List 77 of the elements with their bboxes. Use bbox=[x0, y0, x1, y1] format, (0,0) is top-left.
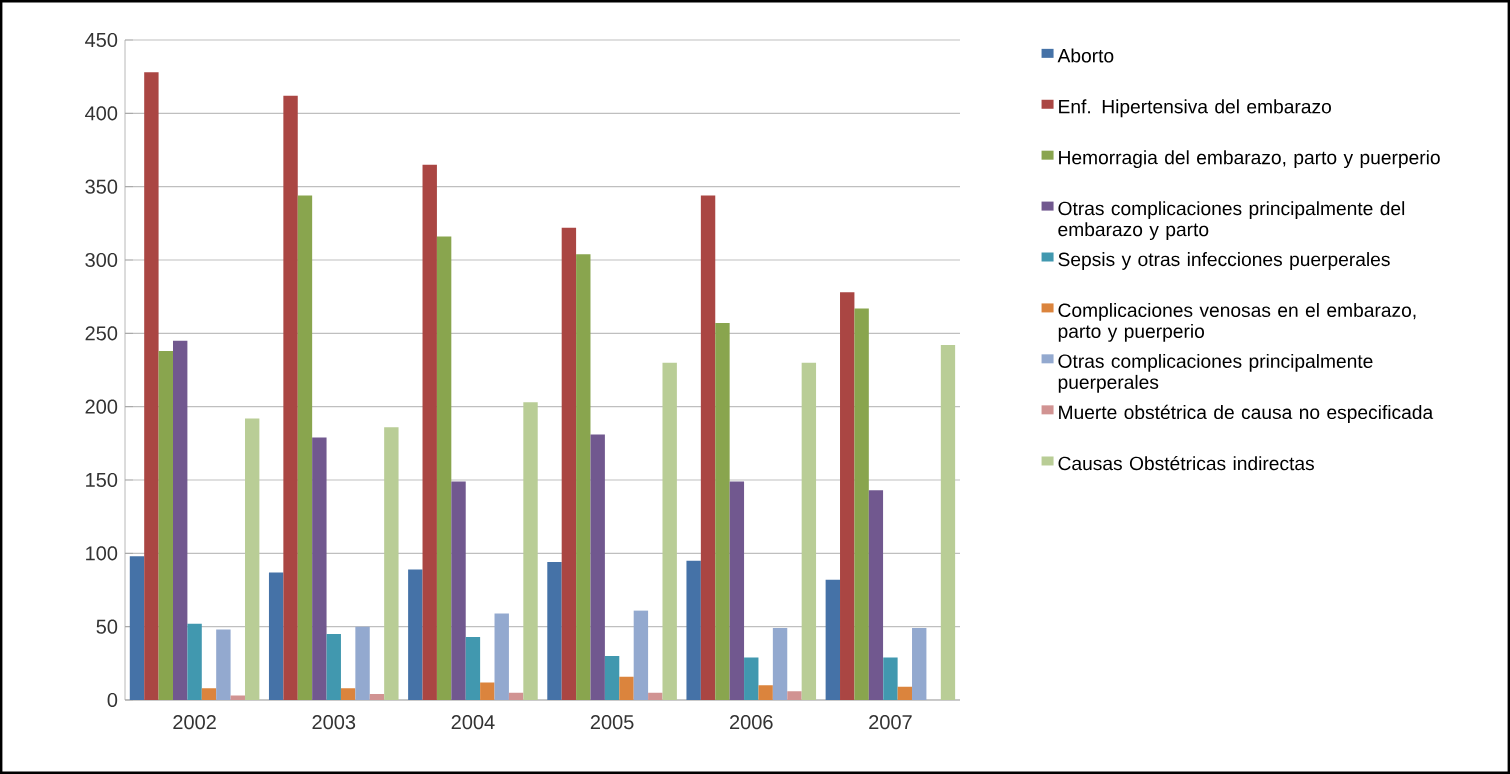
bar bbox=[355, 626, 370, 700]
legend-label: Complicaciones venosas en el embarazo, parto y puerperio bbox=[1058, 302, 1416, 342]
legend-label: Enf. Hipertensiva del embarazo bbox=[1059, 99, 1331, 118]
bar bbox=[369, 694, 385, 700]
bar bbox=[686, 560, 701, 700]
bar bbox=[729, 481, 745, 700]
y-tick-label: 150 bbox=[86, 472, 118, 488]
bar bbox=[326, 633, 341, 700]
y-tick-label: 100 bbox=[86, 546, 118, 561]
bar bbox=[840, 292, 855, 700]
x-tick-label: 2003 bbox=[312, 715, 356, 730]
legend-label: Hemorragia del embarazo, parto y puerperio bbox=[1059, 150, 1440, 169]
bar bbox=[854, 308, 869, 700]
y-tick-label: 50 bbox=[96, 619, 118, 634]
legend-label: Otras complicaciones principalmente del embarazo y parto bbox=[1058, 201, 1405, 241]
bar bbox=[940, 345, 956, 700]
bar bbox=[244, 418, 260, 700]
bar bbox=[758, 685, 773, 700]
bar bbox=[897, 686, 913, 700]
bar bbox=[787, 691, 802, 700]
bar bbox=[561, 227, 577, 700]
bar bbox=[912, 628, 927, 700]
bar bbox=[547, 562, 562, 700]
bar bbox=[715, 323, 730, 700]
bar bbox=[187, 623, 202, 700]
x-tick-label: 2006 bbox=[730, 715, 773, 730]
bar bbox=[523, 402, 538, 700]
y-tick-label: 400 bbox=[85, 106, 118, 121]
legend-label: Aborto bbox=[1057, 48, 1114, 63]
bar bbox=[868, 490, 884, 700]
bar bbox=[619, 676, 634, 700]
x-tick-label: 2004 bbox=[451, 715, 495, 730]
x-tick-label: 2005 bbox=[590, 715, 634, 730]
bar bbox=[772, 628, 788, 700]
x-tick-label: 2007 bbox=[869, 715, 912, 730]
bar bbox=[825, 579, 841, 700]
bar bbox=[648, 692, 663, 700]
bar bbox=[576, 254, 591, 700]
bar bbox=[340, 688, 356, 700]
bar bbox=[465, 636, 481, 700]
bar bbox=[451, 481, 466, 700]
bar bbox=[283, 95, 298, 700]
y-tick-label: 200 bbox=[85, 399, 118, 414]
y-tick-label: 450 bbox=[85, 32, 118, 48]
bar bbox=[633, 610, 649, 700]
bar bbox=[494, 613, 509, 700]
bar bbox=[590, 434, 605, 700]
bar bbox=[312, 437, 327, 700]
bar bbox=[422, 164, 437, 700]
bar bbox=[508, 692, 524, 700]
bar bbox=[883, 657, 898, 700]
bar bbox=[480, 682, 495, 700]
bar bbox=[297, 195, 313, 700]
bar bbox=[700, 195, 716, 700]
bar bbox=[662, 362, 677, 700]
bar bbox=[604, 655, 620, 700]
bar bbox=[144, 72, 159, 700]
legend-label: Muerte obstétrica de causa no especificada bbox=[1059, 404, 1434, 423]
bar bbox=[129, 556, 145, 700]
bar bbox=[201, 688, 217, 700]
legend-label: Sepsis y otras infecciones puerperales bbox=[1058, 252, 1390, 270]
legend-label: Causas Obstétricas indirectas bbox=[1058, 455, 1314, 471]
y-tick-label: 300 bbox=[85, 252, 118, 268]
legend-label: Otras complicaciones principalmente puerperales bbox=[1058, 353, 1373, 393]
bar bbox=[158, 350, 173, 700]
bar bbox=[172, 340, 188, 700]
x-tick-label: 2002 bbox=[173, 715, 216, 730]
bar bbox=[268, 572, 284, 700]
bar bbox=[801, 362, 817, 700]
bar bbox=[408, 569, 423, 700]
y-tick-label: 250 bbox=[85, 326, 118, 341]
y-tick-label: 0 bbox=[107, 692, 118, 708]
y-tick-label: 350 bbox=[85, 179, 118, 194]
bar bbox=[216, 629, 231, 700]
bar bbox=[384, 427, 399, 700]
bar bbox=[744, 657, 759, 700]
bar bbox=[436, 236, 452, 700]
